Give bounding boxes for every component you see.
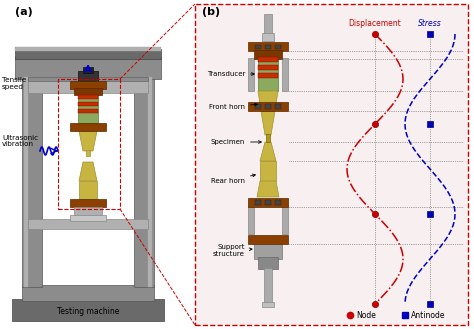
Text: Node: Node xyxy=(356,311,376,319)
Bar xyxy=(28,79,148,93)
Text: (b): (b) xyxy=(202,7,220,17)
Text: Front horn: Front horn xyxy=(209,103,257,110)
Bar xyxy=(22,285,154,301)
Polygon shape xyxy=(258,91,278,111)
Bar xyxy=(275,104,281,109)
Bar xyxy=(195,4,468,325)
Text: Antinode: Antinode xyxy=(411,311,446,319)
Bar xyxy=(254,243,282,259)
Bar xyxy=(79,181,97,199)
Bar xyxy=(282,206,288,234)
Bar xyxy=(282,58,288,91)
Text: Testing machine: Testing machine xyxy=(57,307,119,316)
Bar xyxy=(74,88,102,95)
Bar xyxy=(248,58,254,91)
Bar xyxy=(255,45,261,49)
Bar xyxy=(70,215,106,221)
Text: Displacement: Displacement xyxy=(348,19,401,28)
Bar xyxy=(134,77,154,287)
Bar xyxy=(78,102,98,106)
Bar xyxy=(12,299,164,321)
Bar xyxy=(258,65,278,70)
Bar xyxy=(258,73,278,78)
Text: Specimen: Specimen xyxy=(210,139,261,145)
Bar xyxy=(78,109,98,113)
Polygon shape xyxy=(79,131,97,151)
Polygon shape xyxy=(261,111,275,135)
Bar xyxy=(255,104,261,109)
Bar xyxy=(248,235,288,244)
Bar xyxy=(15,47,161,51)
Text: Ultrasonic
vibration: Ultrasonic vibration xyxy=(2,135,38,147)
Bar xyxy=(78,95,98,123)
Text: Rear horn: Rear horn xyxy=(211,174,255,184)
Bar xyxy=(266,134,270,142)
Bar xyxy=(265,200,271,205)
Bar xyxy=(264,14,272,34)
Bar xyxy=(78,95,98,99)
Bar xyxy=(15,57,161,79)
Bar xyxy=(28,77,148,81)
Bar xyxy=(264,268,272,304)
Bar xyxy=(86,150,90,156)
Bar xyxy=(70,199,106,207)
Bar xyxy=(28,219,148,229)
Bar xyxy=(70,123,106,131)
Bar xyxy=(70,81,106,89)
Bar xyxy=(248,42,288,51)
Bar xyxy=(22,77,42,287)
Text: Stress: Stress xyxy=(418,19,442,28)
Bar xyxy=(248,102,288,111)
Bar xyxy=(265,104,271,109)
Bar xyxy=(265,45,271,49)
Bar xyxy=(83,67,93,73)
Bar xyxy=(262,33,274,41)
Polygon shape xyxy=(260,142,276,161)
Bar xyxy=(248,206,254,234)
Bar xyxy=(78,71,98,81)
Bar xyxy=(258,58,278,91)
Text: Support
structure: Support structure xyxy=(213,244,252,258)
Bar xyxy=(148,77,152,287)
Bar xyxy=(24,77,28,287)
Text: Tensile
speed: Tensile speed xyxy=(2,77,27,89)
Polygon shape xyxy=(79,162,97,181)
Bar xyxy=(15,49,161,59)
Bar xyxy=(254,50,282,59)
Bar xyxy=(275,200,281,205)
Bar xyxy=(262,302,274,307)
Bar xyxy=(255,200,261,205)
Bar xyxy=(74,207,102,216)
Bar xyxy=(275,45,281,49)
Bar xyxy=(248,198,288,207)
Bar xyxy=(58,79,120,209)
Polygon shape xyxy=(257,181,279,197)
Text: Transducer: Transducer xyxy=(207,71,254,77)
Bar xyxy=(260,161,276,181)
Text: (a): (a) xyxy=(15,7,33,17)
Bar xyxy=(258,57,278,62)
Bar xyxy=(258,257,278,269)
